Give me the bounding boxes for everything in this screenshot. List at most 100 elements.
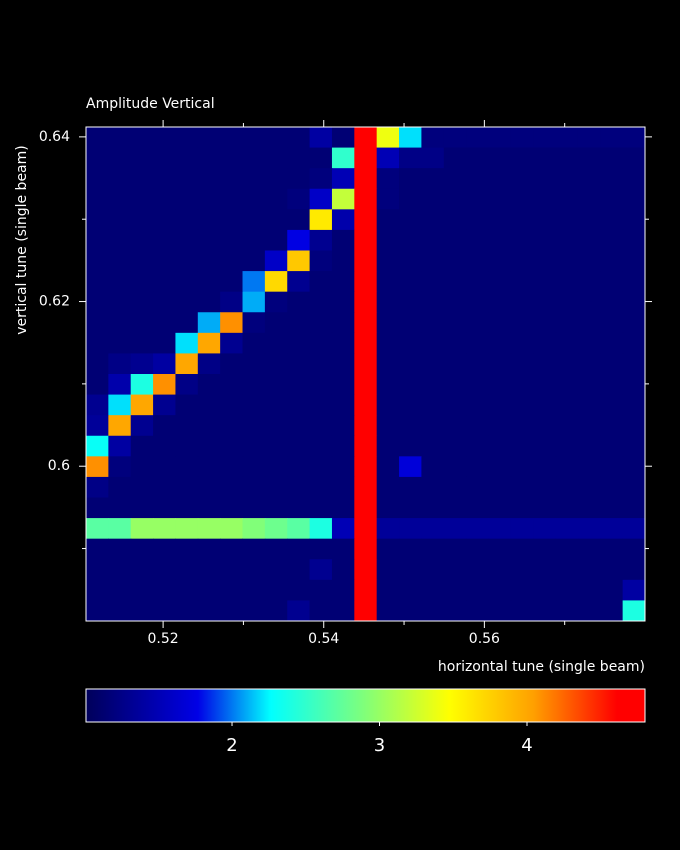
heatmap-cell (309, 394, 333, 416)
heatmap-cell (443, 188, 467, 210)
heatmap-cell (130, 456, 154, 478)
heatmap-cell (533, 538, 557, 560)
heatmap-cell (287, 229, 311, 251)
heatmap-cell (175, 168, 199, 190)
heatmap-cell (443, 456, 467, 478)
heatmap-cell (376, 538, 400, 560)
heatmap-cell (533, 312, 557, 334)
heatmap-cell (153, 147, 176, 169)
heatmap-cell (86, 147, 109, 169)
heatmap-cell (466, 188, 489, 210)
heatmap-cell (264, 476, 288, 498)
heatmap-cell (399, 435, 422, 457)
heatmap-cell (577, 374, 601, 396)
heatmap-cell (399, 271, 422, 293)
heatmap-cell (287, 271, 311, 293)
heatmap-cell (153, 353, 176, 375)
heatmap-cell (443, 229, 467, 251)
heatmap-cell (510, 353, 534, 375)
heatmap-cell (287, 127, 311, 149)
heatmap-cell (197, 312, 221, 334)
heatmap-cell (399, 250, 422, 272)
heatmap-cell (555, 374, 579, 396)
x-tick-label: 0.54 (308, 631, 339, 647)
heatmap-cell (577, 600, 601, 622)
heatmap-cell (421, 579, 445, 601)
heatmap-cell (399, 332, 422, 354)
heatmap-cell (399, 456, 422, 478)
heatmap-cell (331, 476, 355, 498)
heatmap-cell (466, 353, 489, 375)
heatmap-cell (220, 250, 244, 272)
heatmap-cell (443, 209, 467, 231)
heatmap-cell (108, 147, 132, 169)
heatmap-cell (488, 559, 512, 581)
heatmap-cell (466, 394, 489, 416)
heatmap-cell (399, 415, 422, 437)
heatmap-cell (354, 538, 378, 560)
heatmap-cell (488, 271, 512, 293)
heatmap-cell (443, 394, 467, 416)
heatmap-cell (242, 559, 266, 581)
heatmap-cell (309, 168, 333, 190)
heatmap-cell (399, 497, 422, 519)
heatmap-cell (577, 188, 601, 210)
heatmap-cell (600, 147, 624, 169)
heatmap-cell (555, 250, 579, 272)
heatmap-cell (399, 538, 422, 560)
heatmap-cell (331, 518, 355, 540)
heatmap-cell (153, 127, 176, 149)
heatmap-cell (622, 435, 646, 457)
heatmap-cell (600, 435, 624, 457)
heatmap-cell (533, 415, 557, 437)
heatmap-cell (510, 579, 534, 601)
heatmap-cell (220, 209, 244, 231)
heatmap-cell (600, 332, 624, 354)
heatmap-cell (175, 127, 199, 149)
heatmap-cell (220, 518, 244, 540)
heatmap-cell (376, 600, 400, 622)
heatmap-cell (466, 168, 489, 190)
heatmap-cell (510, 291, 534, 313)
heatmap-cell (622, 456, 646, 478)
heatmap-cell (130, 229, 154, 251)
heatmap-cell (555, 229, 579, 251)
heatmap-cell (577, 127, 601, 149)
heatmap-cell (622, 229, 646, 251)
heatmap-cell (287, 435, 311, 457)
heatmap-cell (600, 353, 624, 375)
heatmap-cell (175, 271, 199, 293)
heatmap-cell (197, 209, 221, 231)
heatmap-cell (555, 600, 579, 622)
heatmap-cell (376, 518, 400, 540)
heatmap-cell (331, 456, 355, 478)
heatmap-cell (533, 518, 557, 540)
heatmap-cell (466, 518, 489, 540)
heatmap-cell (421, 353, 445, 375)
heatmap-cell (577, 579, 601, 601)
heatmap-cell (86, 456, 109, 478)
heatmap-cell (399, 312, 422, 334)
heatmap-cell (622, 188, 646, 210)
heatmap-cell (287, 332, 311, 354)
heatmap-cell (264, 312, 288, 334)
heatmap-cell (153, 497, 176, 519)
heatmap-cell (287, 312, 311, 334)
heatmap-cell (376, 353, 400, 375)
heatmap-cell (354, 518, 378, 540)
heatmap-cell (421, 456, 445, 478)
heatmap-cell (600, 209, 624, 231)
heatmap-cell (421, 415, 445, 437)
heatmap-cell (242, 188, 266, 210)
y-tick-label: 0.6 (48, 458, 70, 474)
heatmap-cell (510, 538, 534, 560)
heatmap-cell (309, 229, 333, 251)
heatmap-cell (153, 476, 176, 498)
heatmap-cell (622, 394, 646, 416)
heatmap-cell (86, 435, 109, 457)
heatmap-cell (309, 291, 333, 313)
heatmap-cell (577, 168, 601, 190)
heatmap-cell (466, 127, 489, 149)
heatmap-cell (354, 497, 378, 519)
heatmap-cell (399, 600, 422, 622)
